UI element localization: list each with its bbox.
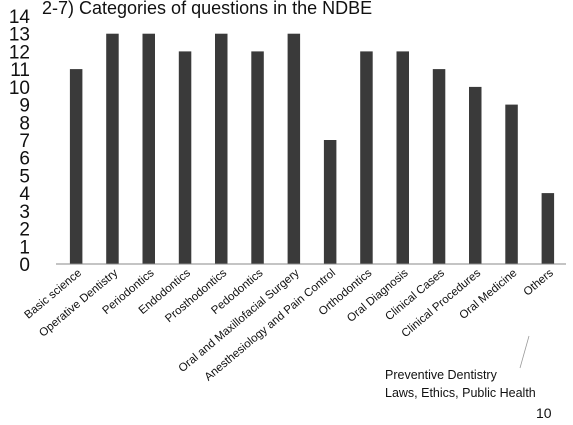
y-tick-label: 1 bbox=[19, 237, 30, 258]
bar bbox=[396, 51, 409, 265]
y-tick-label: 14 bbox=[9, 7, 31, 28]
y-tick-label: 0 bbox=[19, 255, 30, 276]
y-tick-label: 12 bbox=[9, 42, 30, 63]
bar bbox=[469, 86, 482, 265]
annotation-line-1: Preventive Dentistry bbox=[385, 368, 497, 382]
y-tick-label: 4 bbox=[19, 184, 30, 205]
annotation-line-2: Laws, Ethics, Public Health bbox=[385, 386, 536, 400]
page-number: 10 bbox=[536, 405, 552, 421]
y-tick-label: 3 bbox=[19, 202, 30, 223]
y-tick-label: 5 bbox=[19, 166, 30, 187]
bars bbox=[69, 33, 555, 265]
bar bbox=[505, 104, 518, 264]
annotation-leader-line bbox=[519, 335, 530, 369]
bar bbox=[142, 33, 155, 265]
bar bbox=[106, 33, 119, 265]
y-tick-label: 10 bbox=[9, 78, 30, 99]
bar bbox=[251, 51, 264, 265]
chart-title: 2-7) Categories of questions in the NDBE bbox=[42, 0, 372, 18]
y-tick-label: 9 bbox=[19, 96, 30, 117]
x-tick-label: Prosthodontics bbox=[163, 267, 229, 325]
y-tick-label: 8 bbox=[19, 113, 30, 134]
bar bbox=[178, 51, 192, 265]
bar bbox=[432, 69, 446, 264]
bar bbox=[215, 33, 228, 265]
x-tick-label: Others bbox=[522, 267, 556, 299]
y-tick-label: 7 bbox=[19, 131, 30, 152]
y-tick-label: 6 bbox=[19, 149, 30, 170]
bar bbox=[69, 69, 83, 264]
y-tick-label: 11 bbox=[10, 60, 30, 81]
y-tick-label: 13 bbox=[9, 25, 30, 46]
x-tick-label: Anesthesiology and Pain Control bbox=[203, 267, 339, 383]
bar bbox=[323, 140, 337, 264]
bar bbox=[360, 51, 373, 265]
y-tick-label: 2 bbox=[19, 220, 30, 241]
bar bbox=[287, 33, 301, 265]
bar bbox=[541, 193, 555, 264]
